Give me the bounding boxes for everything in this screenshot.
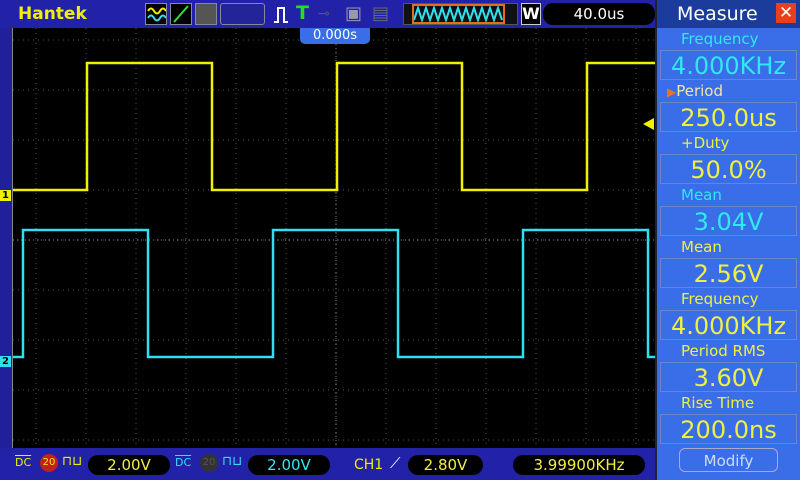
measure-label-text: Mean bbox=[681, 186, 722, 204]
key-icon: ⊸ bbox=[318, 6, 330, 22]
ch2-trace bbox=[13, 228, 656, 359]
ch2-volts-div[interactable]: 2.00V bbox=[248, 455, 330, 475]
ch2-marker[interactable]: 2 bbox=[0, 356, 11, 367]
measure-label: Rise Time bbox=[657, 392, 800, 414]
ch1-trace bbox=[13, 61, 656, 192]
trigger-pulse-icon[interactable] bbox=[272, 4, 292, 24]
modify-button[interactable]: Modify bbox=[679, 448, 778, 472]
measure-header: Measure ✕ bbox=[657, 0, 800, 28]
xy-icon[interactable] bbox=[170, 3, 192, 25]
waveform-plot bbox=[13, 28, 656, 448]
measure-label-text: Frequency bbox=[681, 290, 759, 308]
selected-arrow-icon: ▶ bbox=[667, 85, 677, 99]
top-toolbar: Hantek T ⊸ ▣ ▤ W 40.0us bbox=[0, 0, 655, 28]
measure-label: Frequency bbox=[657, 28, 800, 50]
measure-label-text: Frequency bbox=[681, 30, 759, 48]
measure-label-text: +Duty bbox=[681, 134, 730, 152]
dual-wave-icon[interactable] bbox=[145, 3, 167, 25]
mode-button[interactable]: W bbox=[521, 3, 541, 25]
memory-depth-indicator bbox=[403, 3, 518, 25]
measure-label: Period RMS bbox=[657, 340, 800, 362]
ch2-coupling[interactable]: DC bbox=[175, 456, 192, 469]
trigger-level-marker[interactable] bbox=[643, 118, 654, 130]
trigger-source[interactable]: CH1 bbox=[354, 457, 384, 473]
measure-value[interactable]: 4.000KHz bbox=[660, 310, 797, 340]
measure-label: +Duty bbox=[657, 132, 800, 154]
waveform-screen bbox=[12, 28, 656, 448]
measure-label: Mean bbox=[657, 236, 800, 258]
measure-value[interactable]: 250.0us bbox=[660, 102, 797, 132]
save-icon[interactable]: ▣ bbox=[345, 3, 363, 24]
measure-value[interactable]: 3.60V bbox=[660, 362, 797, 392]
ch2-bw-limit[interactable]: 20 bbox=[200, 454, 218, 472]
trigger-position[interactable]: 0.000s bbox=[300, 28, 370, 44]
measure-label-text: Mean bbox=[681, 238, 722, 256]
measure-value[interactable]: 200.0ns bbox=[660, 414, 797, 444]
rising-edge-icon: ⟋ bbox=[390, 454, 401, 472]
close-icon[interactable]: ✕ bbox=[776, 3, 796, 23]
ch1-invert-icon: ⊓⊔ bbox=[62, 454, 83, 469]
measure-label-text: Period RMS bbox=[681, 342, 766, 360]
empty-slot bbox=[220, 3, 265, 25]
bottom-status-bar: DC 20 ⊓⊔ 2.00V DC 20 ⊓⊔ 2.00V CH1 ⟋ 2.80… bbox=[0, 448, 655, 480]
measure-label: Frequency bbox=[657, 288, 800, 310]
timebase-display[interactable]: 40.0us bbox=[543, 3, 655, 25]
measure-title: Measure bbox=[677, 3, 758, 25]
trigger-t-icon[interactable]: T bbox=[296, 2, 309, 24]
ch1-volts-div[interactable]: 2.00V bbox=[88, 455, 170, 475]
trigger-level[interactable]: 2.80V bbox=[408, 455, 483, 475]
frequency-counter: 3.99900KHz bbox=[513, 455, 645, 475]
measure-value[interactable]: 3.04V bbox=[660, 206, 797, 236]
measure-label: Mean bbox=[657, 184, 800, 206]
measure-value[interactable]: 4.000KHz bbox=[660, 50, 797, 80]
measure-label: ▶Period bbox=[657, 80, 800, 102]
persist-icon[interactable] bbox=[195, 3, 217, 25]
ch1-bw-limit[interactable]: 20 bbox=[40, 454, 58, 472]
measure-value[interactable]: 2.56V bbox=[660, 258, 797, 288]
measure-label-text: Period bbox=[676, 82, 724, 100]
ch1-coupling[interactable]: DC bbox=[15, 456, 32, 469]
ch1-marker[interactable]: 1 bbox=[0, 190, 11, 201]
brand-logo: Hantek bbox=[18, 4, 87, 24]
measure-label-text: Rise Time bbox=[681, 394, 755, 412]
ch2-invert-icon: ⊓⊔ bbox=[222, 454, 243, 469]
measure-value[interactable]: 50.0% bbox=[660, 154, 797, 184]
measure-panel: Measure ✕ Frequency 4.000KHz ▶Period 250.0us… bbox=[655, 0, 800, 480]
print-icon: ▤ bbox=[372, 3, 390, 24]
